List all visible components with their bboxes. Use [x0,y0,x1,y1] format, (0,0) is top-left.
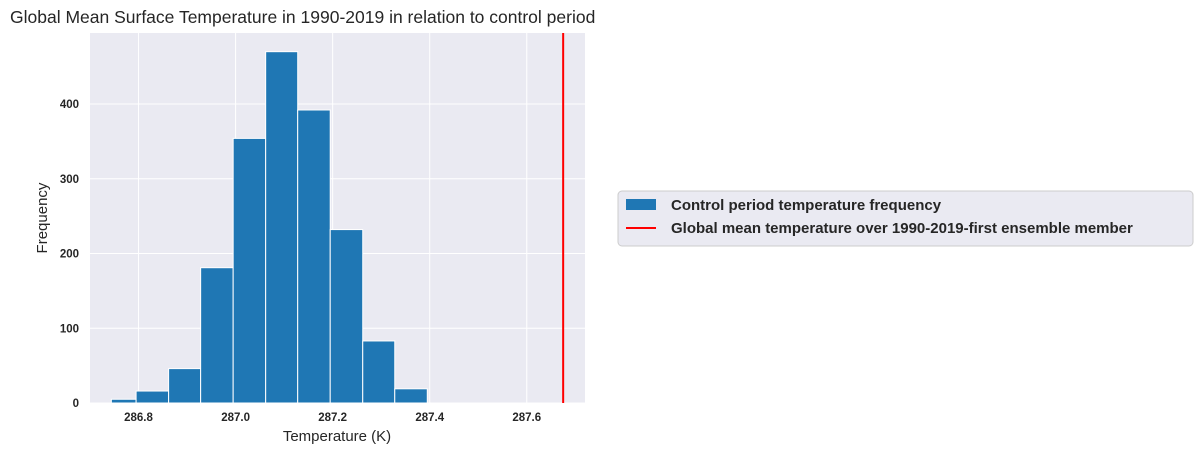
y-tick-label: 200 [60,249,79,261]
legend-label-histogram: Control period temperature frequency [671,197,942,214]
legend-label-reference-line: Global mean temperature over 1990-2019-f… [671,220,1133,237]
histogram-bar [135,390,170,404]
x-axis-ticks: 286.8 287.0 287.2 287.4 287.6 [124,412,541,424]
x-axis-label: Temperature (K) [283,428,391,445]
y-tick-label: 400 [60,99,79,111]
y-axis-ticks: 0 100 200 300 400 [60,99,79,410]
histogram-bar [168,368,202,404]
x-tick-label: 287.6 [512,412,541,424]
chart-title: Global Mean Surface Temperature in 1990-… [10,7,595,27]
histogram-bar [110,398,137,404]
histogram-bar [362,340,396,404]
x-tick-label: 287.2 [318,412,347,424]
legend: Control period temperature frequency Glo… [617,190,1194,247]
histogram-bar [394,388,428,404]
legend-box [617,190,1194,247]
histogram-bar [265,51,299,404]
y-axis-label: Frequency [34,182,51,253]
y-tick-label: 0 [73,398,79,410]
x-tick-label: 286.8 [124,412,153,424]
x-tick-label: 287.0 [221,412,250,424]
histogram-bar [200,267,234,404]
histogram-bar [329,229,364,404]
y-tick-label: 100 [60,323,79,335]
x-tick-label: 287.4 [415,412,444,424]
histogram-bar [297,109,331,404]
y-tick-label: 300 [60,174,79,186]
histogram-bar [232,137,267,404]
legend-swatch-histogram [626,199,656,210]
histogram-bars [110,51,428,404]
